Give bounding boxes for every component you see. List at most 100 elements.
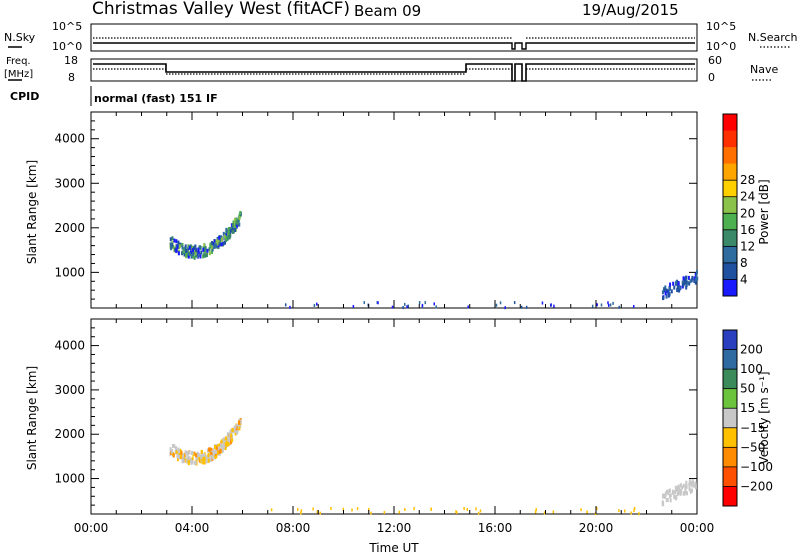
power-data-point [183, 249, 186, 254]
velocity-colorbar-tick-label: 200 [740, 343, 763, 357]
velocity-speckle-point [398, 510, 401, 514]
velocity-data-point [666, 489, 669, 494]
power-colorbar-cell [723, 262, 737, 280]
velocity-data-point [686, 491, 689, 496]
velocity-data-point [676, 492, 679, 497]
power-colorbar-cell [723, 130, 737, 148]
power-speckle-point [433, 302, 435, 306]
power-speckle-point [424, 301, 427, 305]
power-data-point [226, 236, 229, 241]
power-speckle-point [612, 301, 614, 305]
power-data-point [181, 243, 184, 248]
velocity-y-tick-label: 4000 [54, 339, 85, 353]
velocity-colorbar-cell [723, 388, 737, 409]
power-speckle-point [421, 303, 424, 307]
power-data-point [235, 224, 238, 229]
power-colorbar-cell [723, 196, 737, 214]
power-data-point [214, 239, 217, 244]
power-speckle-point [618, 305, 620, 309]
velocity-colorbar-frame [722, 329, 738, 507]
velocity-speckle-point [296, 507, 299, 511]
velocity-data-point [207, 447, 210, 452]
power-data-point [676, 288, 679, 293]
velocity-data-point [187, 460, 190, 465]
power-data-point [171, 236, 174, 241]
velocity-data-point [177, 454, 180, 459]
velocity-data-point [678, 487, 681, 492]
power-data-point [210, 245, 213, 250]
power-speckle-point [407, 304, 409, 308]
date-label: 19/Aug/2015 [582, 1, 679, 19]
power-colorbar: Power [dB] 4 8 12 16 20 24 28 [722, 113, 771, 297]
power-speckle-point [591, 304, 594, 308]
velocity-data-point [239, 420, 242, 425]
x-tick-label: 04:00 [175, 521, 210, 535]
velocity-data-point [674, 488, 677, 493]
power-y-tick-label: 4000 [54, 132, 85, 146]
velocity-data-point [217, 444, 220, 449]
power-colorbar-cell [723, 163, 737, 181]
velocity-data-point [186, 451, 189, 456]
nsky-panel-frame [90, 23, 698, 52]
power-data-point [169, 237, 172, 242]
velocity-speckle-point [618, 509, 620, 513]
power-data-point [208, 251, 211, 256]
velocity-data-point [223, 437, 226, 442]
power-data-point [686, 280, 689, 285]
power-data-point [198, 245, 201, 250]
power-speckle-point [525, 305, 528, 309]
velocity-data-point [221, 448, 224, 453]
power-data-point [200, 250, 203, 255]
velocity-data-point [196, 451, 199, 456]
power-data-point [208, 247, 211, 252]
power-data-point [204, 246, 207, 251]
power-data-point [665, 288, 668, 293]
power-speckle-point [367, 303, 369, 307]
velocity-data-point [172, 453, 175, 458]
power-colorbar-tick-label: 28 [740, 173, 755, 187]
power-colorbar-cell [723, 180, 737, 198]
velocity-data-point [238, 420, 241, 425]
velocity-speckle-point [404, 508, 406, 512]
velocity-data-point [211, 452, 214, 457]
power-speckle-point [284, 303, 287, 307]
power-data-point [238, 222, 241, 227]
velocity-data-point [206, 448, 209, 453]
power-colorbar-tick-label: 24 [740, 190, 755, 204]
velocity-data-point [191, 456, 194, 461]
velocity-data-point [229, 433, 232, 438]
velocity-speckle-point [430, 507, 433, 511]
power-data-point [670, 289, 673, 294]
power-data-point [685, 283, 688, 288]
velocity-data-point [214, 444, 217, 449]
velocity-data-point [231, 435, 234, 440]
power-speckle-point [632, 304, 635, 308]
power-data-point [694, 280, 697, 285]
velocity-data-point [223, 444, 226, 449]
power-data-point [206, 248, 209, 253]
velocity-data-point [183, 452, 186, 457]
power-data-point [191, 251, 194, 256]
power-data-point [678, 288, 681, 293]
power-data-point [232, 220, 235, 225]
power-data-point [171, 240, 174, 245]
velocity-data-point [220, 445, 223, 450]
velocity-colorbar-tick-label: 50 [740, 382, 755, 396]
power-data-point [187, 244, 190, 249]
velocity-speckle-point [543, 511, 546, 515]
velocity-data-point [175, 450, 178, 455]
velocity-data-point [685, 480, 688, 485]
nsky-trace [93, 42, 695, 50]
power-colorbar-tick-label: 12 [740, 239, 755, 253]
power-speckle-point [316, 302, 318, 306]
velocity-data-point [190, 460, 193, 465]
velocity-data-point [212, 451, 215, 456]
nsky-tick-bottom: 10^0 [52, 40, 82, 53]
power-data-point [171, 243, 174, 248]
power-speckle-point [495, 303, 498, 307]
velocity-data-point [169, 447, 172, 452]
power-data-point [666, 289, 669, 294]
velocity-data-point [230, 439, 233, 444]
velocity-speckle-point [356, 507, 359, 511]
power-speckle-point [600, 303, 603, 307]
